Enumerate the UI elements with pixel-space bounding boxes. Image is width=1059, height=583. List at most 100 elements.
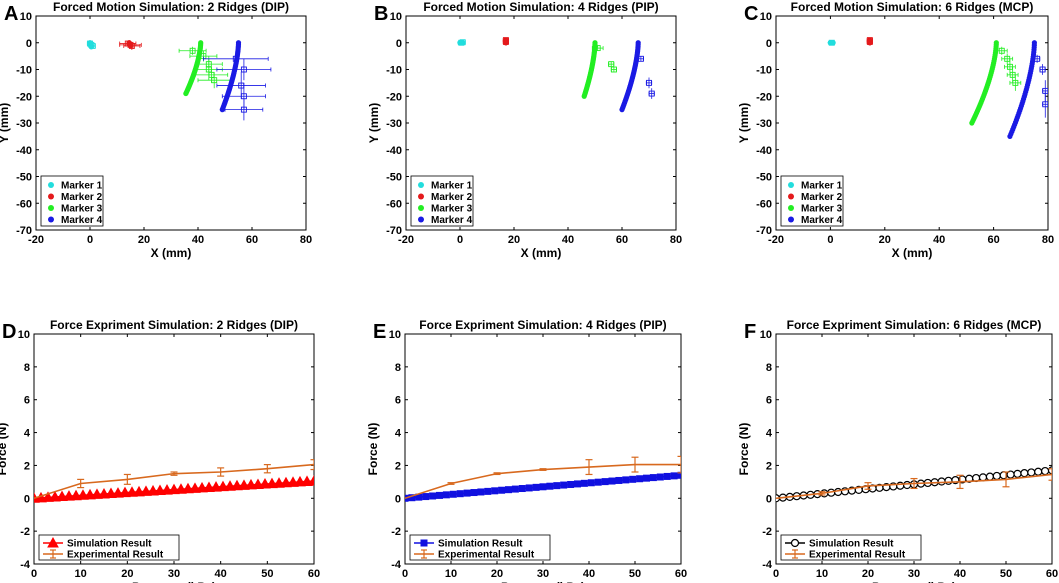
chart-b: B Forced Motion Simulation: 4 Ridges (PIP… [367, 0, 682, 260]
exp-point [232, 55, 239, 62]
series-marker-3 [969, 40, 1022, 126]
x-tick-label: 40 [215, 568, 227, 580]
y-tick-label: 6 [395, 395, 401, 407]
sim-point [944, 476, 953, 485]
y-tick-label: -20 [386, 91, 402, 103]
exp-point [646, 79, 652, 86]
exp-point [1042, 101, 1048, 108]
plot-area [457, 37, 655, 113]
chart-title: Forced Motion Simulation: 6 Ridges (MCP) [791, 0, 1034, 14]
legend-marker [420, 539, 428, 547]
plot-area [405, 455, 681, 502]
chart-title: Forced Motion Simulation: 4 Ridges (PIP) [423, 0, 658, 14]
x-tick-label: 20 [508, 234, 520, 246]
chart-title: Forced Motion Simulation: 2 Ridges (DIP) [53, 0, 289, 14]
y-tick-label: 4 [766, 428, 773, 440]
y-tick-label: -70 [386, 225, 402, 237]
y-tick-label: -4 [762, 559, 773, 571]
legend-entry: Experimental Result [67, 550, 164, 561]
legend-marker [418, 182, 424, 188]
sim-point [422, 493, 430, 501]
legend-marker [788, 182, 794, 188]
exp-point [127, 41, 134, 48]
x-tick-label: 40 [562, 234, 574, 246]
legend-entry: Simulation Result [809, 539, 894, 550]
series-simulation-result [34, 475, 314, 503]
y-tick-label: 4 [24, 428, 31, 440]
y-tick-label: 0 [395, 493, 401, 505]
sim-point [615, 476, 623, 484]
x-tick-label: 20 [879, 234, 891, 246]
y-tick-label: 10 [18, 329, 30, 341]
sim-point [505, 486, 512, 494]
y-tick-label: 2 [24, 460, 30, 472]
sim-point [1007, 133, 1013, 139]
y-tick-label: -10 [756, 65, 772, 77]
x-axis-label: X (mm) [892, 246, 933, 260]
plot-frame [33, 333, 315, 565]
series-experimental-result [34, 459, 314, 500]
series-marker-3 [581, 40, 617, 99]
y-tick-label: 10 [760, 329, 772, 341]
y-tick-label: 8 [766, 362, 772, 374]
x-tick-label: 80 [1042, 234, 1054, 246]
x-tick-label: 0 [457, 234, 463, 246]
exp-point [594, 45, 601, 52]
sim-point [525, 484, 533, 492]
sim-point [1034, 467, 1043, 476]
panel-letter: F [744, 321, 756, 343]
sim-point [567, 480, 575, 488]
sim-point [587, 479, 595, 487]
legend-entry: Marker 2 [801, 192, 843, 203]
legend-entry: Marker 1 [801, 181, 843, 192]
y-tick-label: 10 [390, 11, 402, 23]
sim-point [833, 487, 843, 497]
x-tick-label: 40 [583, 568, 595, 580]
y-axis-label: Force (N) [737, 423, 751, 476]
y-tick-label: 10 [760, 11, 772, 23]
y-tick-label: -2 [762, 526, 772, 538]
legend-marker [788, 205, 794, 211]
y-tick-label: -30 [16, 118, 32, 130]
sim-point [546, 482, 554, 490]
legend-entry: Experimental Result [438, 550, 535, 561]
exp-point [189, 47, 196, 54]
exp-point [240, 93, 247, 100]
sim-point [677, 471, 681, 479]
y-tick-label: 6 [24, 395, 30, 407]
y-tick-label: -4 [20, 559, 31, 571]
y-tick-label: -20 [16, 91, 32, 103]
sim-point [580, 479, 588, 487]
sim-point [601, 478, 609, 486]
chart-f: F Force Expriment Simulation: 6 Ridges (M… [737, 318, 1058, 583]
legend-entry: Marker 1 [61, 181, 103, 192]
x-tick-label: 60 [616, 234, 628, 246]
series-marker-1 [86, 40, 96, 50]
sim-point [985, 472, 995, 481]
exp-point [459, 39, 466, 46]
y-tick-label: 10 [20, 11, 32, 23]
sim-point [619, 107, 625, 113]
y-tick-label: -2 [20, 526, 30, 538]
sim-point [649, 474, 657, 482]
series-marker-2 [502, 37, 510, 46]
exp-point [998, 47, 1005, 54]
sim-point [449, 490, 457, 498]
series-marker-3 [178, 40, 231, 97]
plot-area [776, 466, 1052, 503]
sim-point [937, 477, 946, 486]
y-tick-label: 0 [766, 493, 772, 505]
sim-point [429, 492, 437, 500]
y-axis-label: Force (N) [0, 423, 9, 476]
x-tick-label: 30 [168, 568, 180, 580]
legend-marker [48, 182, 54, 188]
y-tick-label: 8 [395, 362, 401, 374]
exp-point [866, 38, 873, 45]
series-marker-1 [827, 39, 836, 46]
x-tick-label: 10 [816, 568, 828, 580]
